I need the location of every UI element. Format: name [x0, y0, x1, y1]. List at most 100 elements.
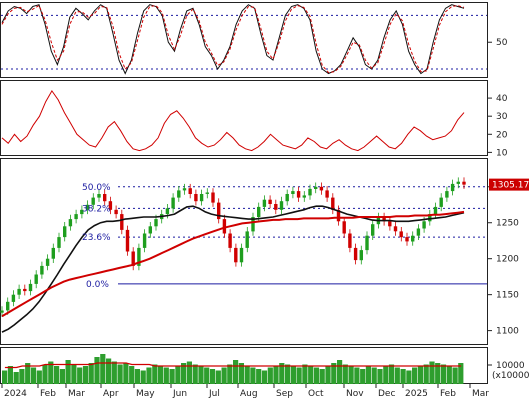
volume-bar [273, 366, 279, 384]
candle-body [182, 188, 187, 191]
volume-bar [215, 370, 221, 384]
candle-body [296, 191, 301, 198]
label-layer: 50403020101300125012001150110050.0%38.2%… [4, 38, 529, 399]
volume-bar [279, 363, 285, 384]
month-tick-label: Mar [68, 389, 85, 399]
volume-bar [325, 366, 331, 384]
month-tick-label: May [136, 389, 155, 399]
candle-body [439, 197, 443, 207]
candle-body [80, 209, 84, 215]
month-tick-label: Aug [240, 389, 258, 399]
candle-body [108, 201, 113, 210]
candle-body [319, 186, 324, 191]
month-tick-label: Oct [308, 389, 324, 399]
volume-bar [30, 367, 37, 384]
candle-body [74, 214, 78, 220]
volume-bar [77, 367, 83, 384]
candle-body [97, 194, 101, 198]
month-tick-label: 2024 [4, 389, 27, 399]
volume-bar [313, 367, 320, 384]
fib-level-label: 38.2% [82, 204, 111, 214]
volume-bar [423, 364, 429, 384]
candle-body [416, 228, 421, 236]
month-tick-label: Mar [472, 389, 489, 399]
candle-body [6, 301, 10, 311]
volume-bar [365, 366, 371, 384]
candle-body [154, 219, 158, 227]
candle-body [199, 194, 204, 202]
candle-body [336, 209, 341, 222]
volume-bar [400, 369, 406, 384]
volume-bar [198, 366, 204, 384]
candle-body [285, 194, 289, 202]
candle-body [165, 208, 170, 215]
price-tick-label: 1150 [496, 291, 519, 301]
candle-body [371, 224, 375, 236]
candle-body [331, 197, 335, 210]
candle-body [0, 310, 4, 313]
candle-body [257, 206, 261, 217]
candle-body [353, 247, 358, 261]
volume-bar [383, 366, 389, 384]
volume-bar [71, 364, 77, 384]
candle-body [314, 186, 318, 189]
candle-body [445, 191, 449, 198]
volume-bar [412, 367, 418, 384]
fib-level-label: 23.6% [82, 233, 111, 243]
candle-body [148, 226, 152, 234]
series-layer [0, 4, 466, 384]
volume-bar [82, 366, 89, 384]
candle-body [103, 194, 107, 202]
volume-bar [319, 369, 325, 384]
candle-body [85, 204, 90, 210]
volume-bar [377, 369, 383, 384]
volume-bar [406, 370, 412, 384]
month-tick-label: Apr [103, 389, 119, 399]
volume-bar [296, 367, 302, 384]
candle-body [450, 183, 455, 192]
month-tick-label: Feb [40, 389, 56, 399]
volume-bar [88, 363, 94, 384]
volume-bar [227, 364, 233, 384]
volume-bar [163, 367, 169, 384]
candle-body [137, 247, 141, 266]
month-tick-label: Nov [346, 389, 364, 399]
candle-body [325, 190, 329, 198]
volume-bar [192, 364, 198, 384]
volume-bar [267, 367, 273, 384]
volume-bar [388, 364, 395, 384]
candle-body [399, 231, 403, 238]
volume-bar [285, 364, 291, 384]
volume-bar [221, 367, 227, 384]
volume-bar [371, 367, 377, 384]
volume-bar [308, 366, 314, 384]
adx-tick-label: 40 [496, 94, 508, 104]
volume-ma-line [4, 362, 462, 369]
candle-body [359, 250, 363, 261]
volume-bar [417, 366, 423, 384]
volume-bar [342, 364, 348, 384]
volume-bar [360, 369, 366, 384]
volume-bar [157, 366, 164, 384]
candle-body [142, 233, 147, 248]
candle-body [177, 190, 181, 198]
volume-bar [250, 367, 256, 384]
volume-bar [181, 363, 187, 384]
candle-body [34, 274, 38, 284]
candle-body [188, 188, 192, 194]
volume-bar [19, 369, 25, 384]
candle-body [45, 258, 50, 266]
candle-body [308, 188, 312, 196]
volume-bar [435, 363, 441, 384]
volume-bar [117, 364, 123, 384]
volume-bar [394, 367, 400, 384]
candle-body [433, 206, 438, 215]
volume-bar [354, 367, 360, 384]
volume-bar [134, 369, 140, 384]
candle-body [382, 217, 386, 222]
volume-bar [13, 372, 19, 384]
candle-body [302, 195, 306, 198]
volume-bar [59, 369, 65, 384]
price-panel-frame [0, 158, 488, 345]
volume-bar [256, 369, 262, 384]
